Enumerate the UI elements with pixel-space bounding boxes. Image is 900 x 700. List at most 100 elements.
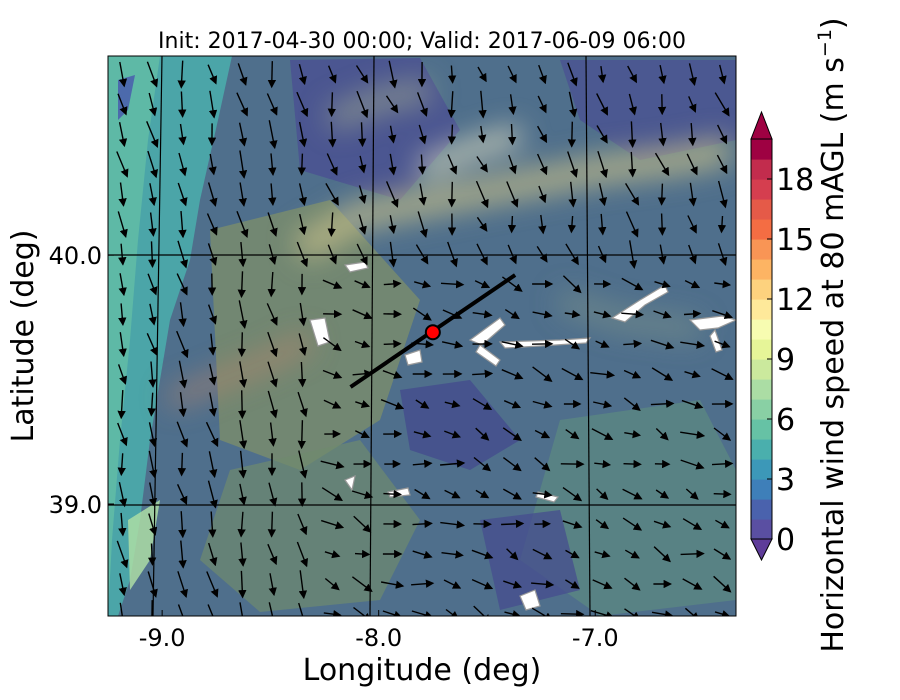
wind-vector [267,271,276,298]
wind-vector [119,602,124,616]
reservoir [475,344,501,367]
wind-vector [326,153,338,176]
wind-vector [297,391,308,418]
wind-vector [475,489,490,499]
wind-vector [680,340,706,349]
wind-vector [177,182,188,207]
wind-vector [501,519,525,529]
colorbar-label-exponent: −1 [814,29,836,57]
grid-line [152,56,163,616]
site-marker [424,324,441,341]
wind-vector [716,154,728,175]
wind-vector [565,549,580,559]
wind-vector [440,280,465,289]
colorbar-segment [751,499,772,520]
wind-vector [388,215,397,235]
wind-vector [117,390,126,420]
wind-vector [683,309,702,319]
wind-vector [147,571,158,598]
wind-vector [447,241,458,268]
wind-vector [354,549,371,559]
wind-vector [590,610,615,616]
wind-vector [298,450,308,479]
wind-vector [148,513,158,536]
wind-vector [327,212,336,237]
wind-vector [146,121,159,148]
wind-vector [266,93,278,116]
wind-vector [177,60,186,89]
grid-line [369,56,375,616]
wind-vector [440,520,466,529]
transect [349,273,517,389]
colorbar-segment [751,179,772,200]
wind-vector [205,421,219,448]
wind-vector [625,183,640,206]
wind-vector [148,241,157,268]
wind-vector [322,369,343,379]
wind-vector [651,610,674,616]
wind-vector [684,279,701,289]
wind-vector [507,244,517,265]
wind-vector [473,456,492,472]
wind-vector [296,91,309,118]
wind-vector [688,244,697,265]
wind-vector [298,602,304,616]
wind-vector [297,153,307,176]
wind-vector [712,310,734,320]
wind-vector [118,573,127,597]
wind-vector [442,309,463,320]
wind-vector [268,482,278,507]
wind-vector [441,550,464,559]
colorbar-label-main: Horizontal wind speed at 80 mAGL (m s [816,57,851,653]
wind-vector [177,240,188,269]
wind-vector [178,540,187,569]
wind-vector [594,459,612,469]
wind-vector [320,519,345,530]
wind-vector [296,541,309,568]
wind-vector [713,575,732,593]
wind-vector [267,390,278,419]
wind-vector [688,123,697,147]
ridge-peak [416,126,523,179]
wind-vector [711,459,734,469]
wind-vector [177,571,188,599]
wind-vector [536,125,548,144]
wind-vector [625,211,639,238]
wind-vector [297,513,308,536]
wind-vector [567,121,577,148]
wind-vector [595,340,610,348]
wind-vector [506,548,519,561]
wind-vector [380,580,405,589]
wind-vector [178,511,187,539]
wind-vector [356,243,368,266]
wind-vector [267,511,277,538]
wind-vector [207,64,218,85]
wind-vector [443,579,462,589]
colorbar-segment [751,379,772,400]
y-tick-label: 40.0 [49,242,102,270]
wind-vector [565,243,579,266]
wind-vector [238,361,248,388]
wind-vector [206,571,219,598]
wind-vector [447,124,457,145]
wind-vector [654,152,670,177]
wind-vector [628,93,637,116]
wind-vector [207,480,218,509]
wind-vector [177,604,188,616]
ridge [325,79,433,131]
colorbar-segment [751,459,772,480]
wind-vector [508,154,517,175]
wind-vector [412,307,432,321]
wind-vector [477,66,487,83]
wind-vector [323,399,342,409]
wind-vector [236,211,249,239]
wind-vector [148,92,158,117]
wind-vector [501,340,524,349]
wind-vector [118,481,128,508]
wind-vector [148,450,158,479]
wind-vector [622,517,643,531]
wind-vector [564,338,581,350]
wind-vector [591,428,614,440]
wind-vector [560,609,585,616]
